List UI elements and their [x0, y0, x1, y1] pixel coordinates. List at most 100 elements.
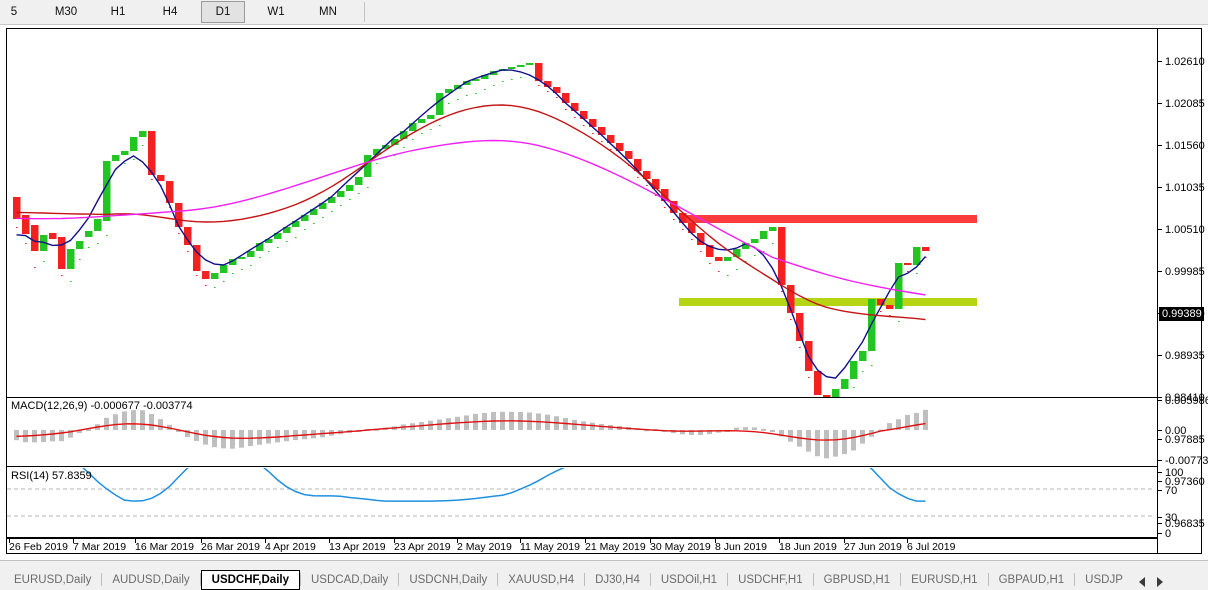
scale-tick: 0 — [1158, 528, 1171, 540]
timeframe-button-d1[interactable]: D1 — [201, 1, 245, 23]
tick-mark — [1158, 355, 1162, 356]
time-tick-mark — [585, 539, 586, 543]
tick-mark — [1158, 229, 1162, 230]
macd-pane[interactable]: MACD(12,26,9) -0.000677 -0.003774 — [7, 397, 1157, 467]
candlestick-plot — [13, 63, 977, 397]
tick-mark — [1158, 439, 1162, 440]
time-axis-label: 23 Apr 2019 — [394, 541, 451, 553]
tab-divider — [727, 572, 729, 586]
scale-tick: 0.98410 — [1158, 391, 1205, 404]
tab-divider — [497, 572, 499, 586]
chart-tab-eurusd-h1[interactable]: EURUSD,H1 — [911, 574, 978, 586]
scale-tick: 1.00510 — [1158, 223, 1205, 236]
tick-mark — [1158, 490, 1162, 491]
scale-tick: -0.00773 — [1158, 454, 1208, 467]
time-tick-mark — [520, 539, 521, 543]
level-line-resistance[interactable] — [679, 215, 977, 223]
tick-mark — [1158, 103, 1162, 104]
tick-label: 70 — [1165, 484, 1178, 497]
tick-label: 1.02085 — [1165, 97, 1205, 110]
chart-tab-usdchf-h1[interactable]: USDCHF,H1 — [738, 574, 803, 586]
macd-histogram — [14, 409, 928, 459]
timeframe-button-w1[interactable]: W1 — [267, 6, 285, 18]
chart-tab-usdoil-h1[interactable]: USDOil,H1 — [660, 574, 718, 586]
timeframe-button-h1[interactable]: H1 — [110, 6, 126, 18]
chart-tab-usdcad-daily[interactable]: USDCAD,Daily — [310, 574, 389, 586]
time-axis-label: 27 Jun 2019 — [844, 541, 902, 553]
moving-average-ma-medium — [16, 104, 926, 321]
time-tick-mark — [201, 539, 202, 543]
tab-divider — [812, 572, 814, 586]
time-tick-mark — [779, 539, 780, 543]
chart-tab-dj30-h4[interactable]: DJ30,H4 — [595, 574, 640, 586]
tab-scroll-controls[interactable] — [1133, 577, 1171, 590]
price-scale[interactable]: 1.02610 1.02085 1.01560 1.01035 1.00510 0.999… — [1157, 29, 1208, 553]
chart-area[interactable]: USDCHF,Daily 0.99375 0.99461 0.99265 0.9… — [6, 28, 1208, 554]
rsi-pane[interactable]: RSI(14) 57.8359 — [7, 468, 1157, 538]
tick-label: 0.98935 — [1165, 349, 1205, 362]
tab-divider — [101, 572, 103, 586]
time-axis-label: 18 Jun 2019 — [779, 541, 837, 553]
price-pane[interactable] — [7, 29, 1157, 397]
tick-label: 1.01560 — [1165, 139, 1205, 152]
tab-divider — [299, 572, 301, 586]
tick-mark — [1158, 472, 1162, 473]
chart-tab-eurusd-daily[interactable]: EURUSD,Daily — [14, 574, 92, 586]
level-line-mid-level[interactable] — [679, 298, 977, 306]
tick-label: 1.00510 — [1165, 223, 1205, 236]
chart-tab-bar[interactable]: EURUSD,Daily AUDUSD,Daily USDCHF,Daily USDC… — [0, 560, 1208, 590]
chart-tab-usdchf-daily[interactable]: USDCHF,Daily — [200, 570, 300, 590]
tab-divider — [199, 572, 201, 586]
tab-divider — [649, 572, 651, 586]
toolbar-divider — [364, 2, 365, 22]
current-price-marker: 0.99389 — [1159, 307, 1204, 321]
time-tick-mark — [844, 539, 845, 543]
candle-series — [13, 63, 930, 397]
time-axis-label: 26 Feb 2019 — [9, 541, 68, 553]
scale-tick: 0.97885 — [1158, 434, 1205, 446]
macd-signal-line — [16, 420, 926, 441]
rsi-line — [82, 468, 926, 502]
timeframe-button-m30[interactable]: M30 — [54, 6, 78, 18]
time-axis-label: 6 Jul 2019 — [907, 541, 956, 553]
tick-mark — [1158, 271, 1162, 272]
chart-tab-usdjp[interactable]: USDJP — [1085, 574, 1123, 586]
tick-label: 0.005986 — [1165, 394, 1208, 407]
tick-mark — [1158, 517, 1162, 518]
chart-tab-gbpaud-h1[interactable]: GBPAUD,H1 — [998, 574, 1065, 586]
tick-mark — [1158, 400, 1162, 401]
chart-tab-gbpusd-h1[interactable]: GBPUSD,H1 — [823, 574, 891, 586]
moving-average-ma-slow — [16, 139, 926, 296]
time-axis-label: 8 Jun 2019 — [715, 541, 767, 553]
time-axis-label: 30 May 2019 — [650, 541, 711, 553]
chart-tab-audusd-daily[interactable]: AUDUSD,Daily — [112, 574, 190, 586]
chart-tab-usdcnh-daily[interactable]: USDCNH,Daily — [409, 574, 488, 586]
timeframe-button-h4[interactable]: H4 — [162, 6, 178, 18]
tick-mark — [1158, 460, 1162, 461]
time-tick-mark — [715, 539, 716, 543]
tick-label: 0.98410 — [1165, 391, 1205, 404]
arrow-right-icon[interactable] — [1156, 577, 1163, 587]
rsi-label: RSI(14) 57.8359 — [11, 470, 92, 482]
scale-tick: 100 — [1158, 466, 1184, 479]
timeframe-button-mn[interactable]: MN — [319, 6, 337, 18]
scale-tick: 1.01035 — [1158, 182, 1205, 194]
tick-mark — [1158, 430, 1162, 431]
moving-average-ma-fast — [16, 69, 927, 379]
time-axis-label: 4 Apr 2019 — [265, 541, 316, 553]
time-axis-label: 13 Apr 2019 — [329, 541, 386, 553]
arrow-left-icon[interactable] — [1138, 577, 1145, 587]
tab-divider — [398, 572, 400, 586]
tick-label: -0.00773 — [1165, 454, 1208, 467]
timeframe-button-5[interactable]: 5 — [10, 6, 18, 18]
chart-tab-xauusd-h4[interactable]: XAUUSD,H4 — [508, 574, 575, 586]
time-tick-mark — [907, 539, 908, 543]
tick-label: 100 — [1165, 466, 1184, 479]
tick-label: 0.96835 — [1165, 517, 1205, 530]
time-axis-label: 7 Mar 2019 — [73, 541, 127, 553]
scale-tick: 0.99985 — [1158, 266, 1205, 278]
scale-tick: 0.98935 — [1158, 349, 1205, 362]
tab-divider — [1074, 572, 1076, 586]
time-axis-label: 16 Mar 2019 — [135, 541, 194, 553]
